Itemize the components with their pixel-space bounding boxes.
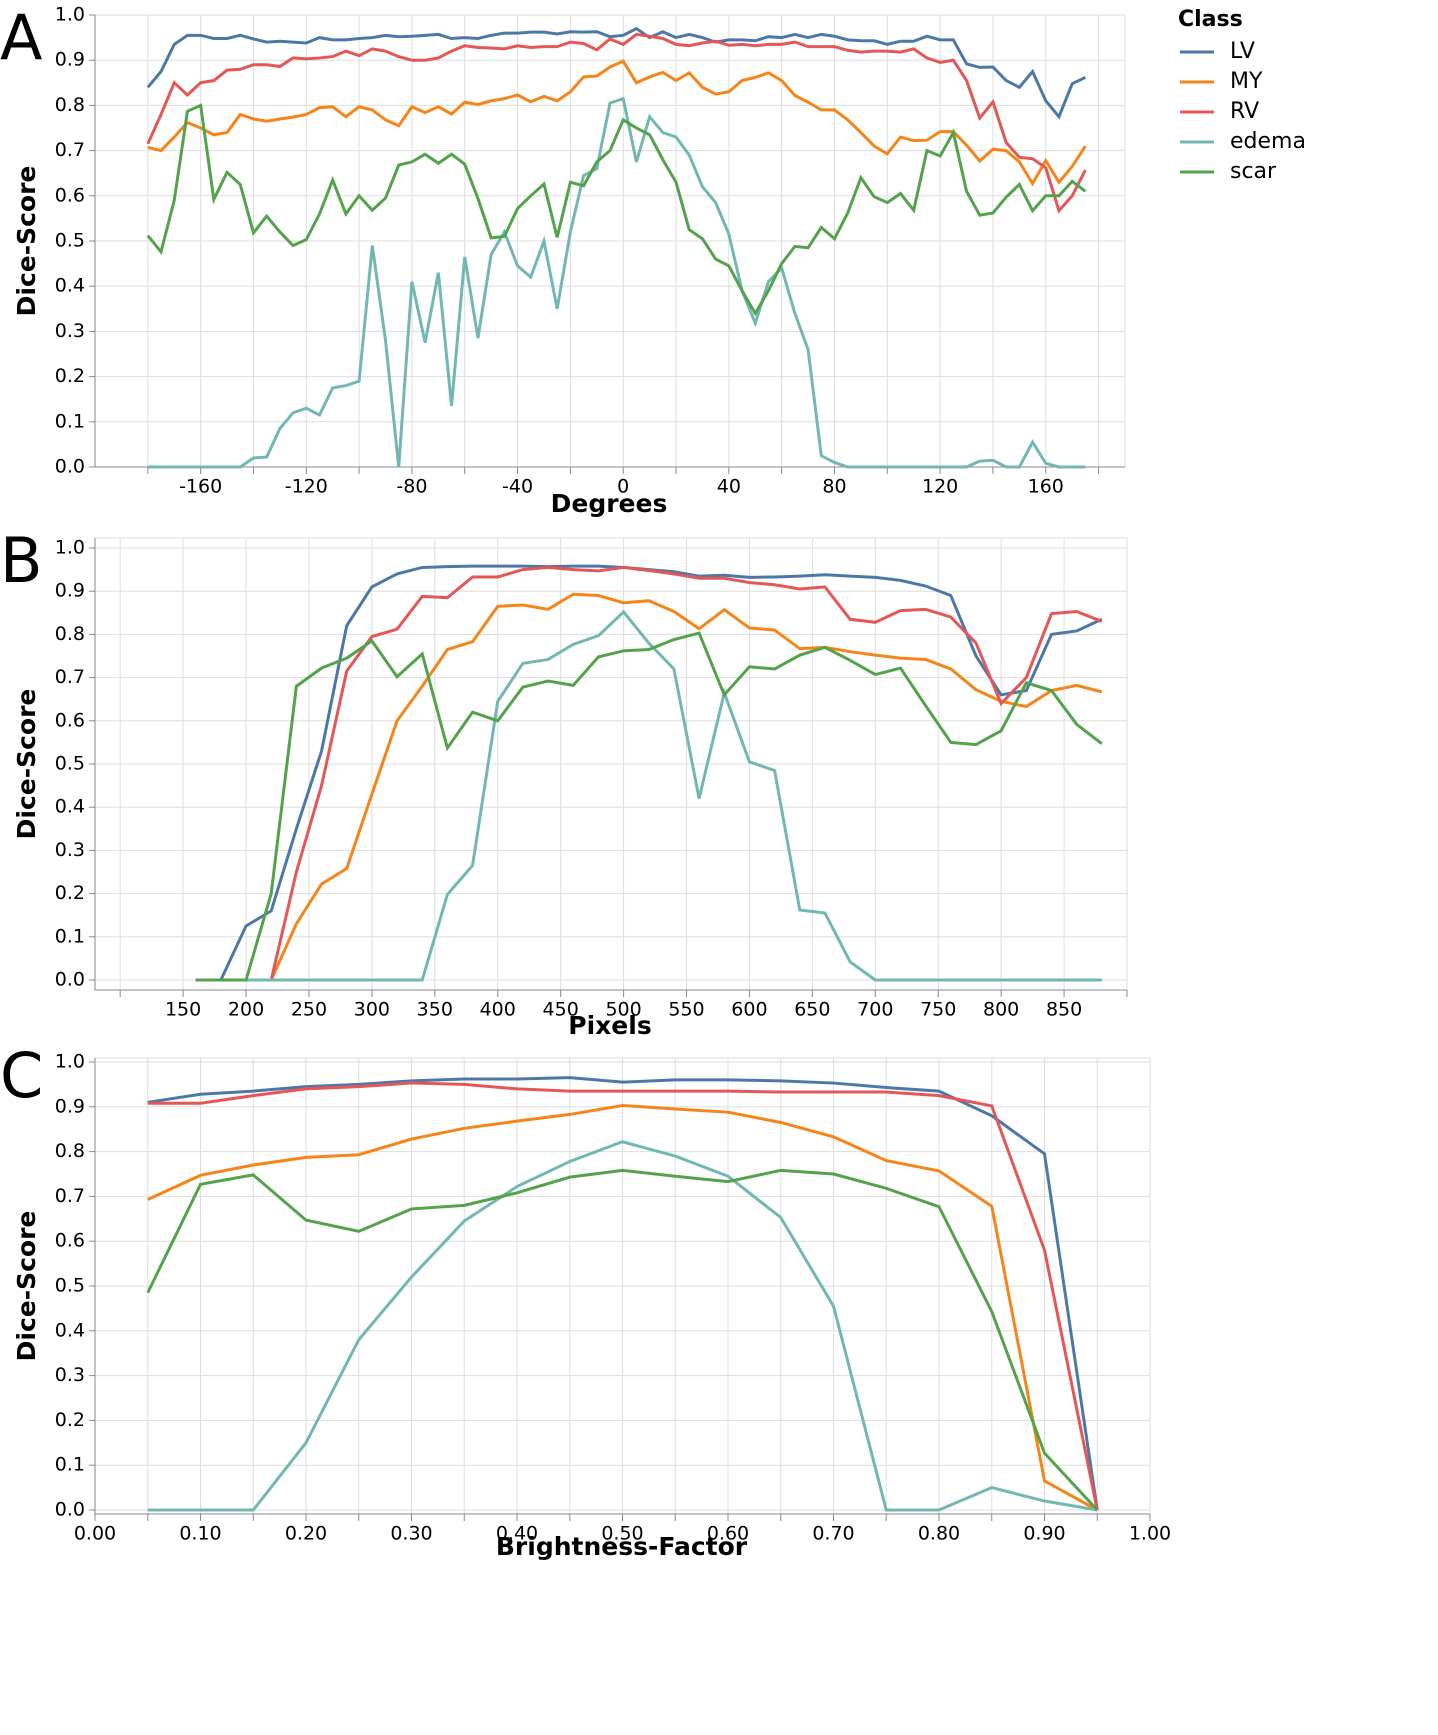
x-tick-label: 650 xyxy=(794,999,830,1021)
series-line xyxy=(195,564,1103,982)
y-tick-label: 0.0 xyxy=(55,1499,85,1521)
y-tick-label: 0.9 xyxy=(55,1095,85,1117)
legend-label: RV xyxy=(1230,99,1259,124)
x-tick-label: 500 xyxy=(605,999,641,1021)
y-tick-label: 1.0 xyxy=(55,1051,85,1073)
x-tick-label: 160 xyxy=(1028,476,1064,498)
y-tick-label: 0.7 xyxy=(55,1185,85,1207)
series-line xyxy=(147,1081,1099,1511)
series-line xyxy=(147,1076,1099,1511)
x-tick-label: -80 xyxy=(396,476,427,498)
y-tick-label: 0.0 xyxy=(55,456,85,478)
legend-label: LV xyxy=(1230,39,1255,64)
y-tick-label: 0.4 xyxy=(55,796,85,818)
x-tick-label: 250 xyxy=(291,999,327,1021)
x-tick-label: 200 xyxy=(228,999,264,1021)
x-tick-label: 350 xyxy=(417,999,453,1021)
x-tick-label: 0.80 xyxy=(918,1523,960,1545)
x-tick-label: 0.30 xyxy=(390,1523,432,1545)
x-tick-label: 0.50 xyxy=(601,1523,643,1545)
x-tick-label: 120 xyxy=(922,476,958,498)
y-tick-label: 0.6 xyxy=(55,1230,85,1252)
x-axis-title: Brightness-Factor xyxy=(496,1532,748,1561)
x-tick-label: 1.00 xyxy=(1129,1523,1171,1545)
series-line xyxy=(147,59,1087,187)
y-tick-label: 0.1 xyxy=(55,1454,85,1476)
series-line xyxy=(195,592,1103,982)
y-tick-label: 0.9 xyxy=(55,49,85,71)
series-line xyxy=(195,609,1102,982)
y-tick-label: 0.8 xyxy=(55,1140,85,1162)
y-tick-label: 0.6 xyxy=(55,709,85,731)
x-tick-label: -40 xyxy=(502,476,533,498)
y-tick-label: 0.0 xyxy=(55,969,85,991)
series-line xyxy=(146,1168,1099,1512)
x-axis-title: Degrees xyxy=(551,489,668,518)
x-tick-label: 0.10 xyxy=(179,1523,221,1545)
x-tick-label: 750 xyxy=(920,999,956,1021)
y-tick-label: 0.1 xyxy=(55,925,85,947)
x-tick-label: 450 xyxy=(543,999,579,1021)
y-tick-label: 0.2 xyxy=(55,365,85,387)
y-tick-label: 0.7 xyxy=(55,139,85,161)
y-tick-label: 0.2 xyxy=(55,1409,85,1431)
x-tick-label: 0.20 xyxy=(285,1523,327,1545)
series-line xyxy=(147,1103,1098,1512)
y-tick-label: 0.6 xyxy=(55,184,85,206)
series-line xyxy=(195,631,1103,982)
x-tick-label: 150 xyxy=(165,999,201,1021)
y-tick-label: 0.4 xyxy=(55,1319,85,1341)
y-tick-label: 0.3 xyxy=(55,839,85,861)
x-tick-label: 80 xyxy=(822,476,846,498)
x-tick-label: 0.70 xyxy=(812,1523,854,1545)
x-tick-label: 0.40 xyxy=(496,1523,538,1545)
x-tick-label: 0 xyxy=(617,476,629,498)
y-tick-label: 1.0 xyxy=(55,4,85,26)
y-tick-label: 0.8 xyxy=(55,623,85,645)
y-tick-label: 1.0 xyxy=(55,537,85,559)
legend-label: MY xyxy=(1230,69,1263,94)
y-tick-label: 0.3 xyxy=(55,320,85,342)
series-line xyxy=(146,32,1087,214)
panel-label: B xyxy=(0,524,43,597)
y-tick-label: 0.5 xyxy=(55,1275,85,1297)
x-tick-label: 800 xyxy=(983,999,1019,1021)
x-tick-label: -160 xyxy=(179,476,222,498)
y-tick-label: 0.4 xyxy=(55,275,85,297)
x-tick-label: 0.90 xyxy=(1023,1523,1065,1545)
y-tick-label: 0.5 xyxy=(55,753,85,775)
series-line xyxy=(147,1140,1098,1512)
panel-label: A xyxy=(0,1,42,74)
series-line xyxy=(147,96,1086,469)
legend-label: edema xyxy=(1230,129,1306,154)
y-tick-label: 0.2 xyxy=(55,882,85,904)
y-axis-title: Dice-Score xyxy=(12,689,41,840)
x-tick-label: 40 xyxy=(717,476,741,498)
y-tick-label: 0.5 xyxy=(55,230,85,252)
x-tick-label: 400 xyxy=(480,999,516,1021)
x-tick-label: 550 xyxy=(668,999,704,1021)
y-tick-label: 0.8 xyxy=(55,94,85,116)
y-axis-title: Dice-Score xyxy=(12,1211,41,1362)
y-tick-label: 0.9 xyxy=(55,580,85,602)
y-tick-label: 0.3 xyxy=(55,1364,85,1386)
x-tick-label: 700 xyxy=(857,999,893,1021)
series-line xyxy=(146,103,1087,317)
legend-title: Class xyxy=(1178,7,1243,32)
legend-label: scar xyxy=(1230,159,1277,184)
x-tick-label: 300 xyxy=(354,999,390,1021)
x-tick-label: 0.60 xyxy=(707,1523,749,1545)
x-tick-label: 850 xyxy=(1046,999,1082,1021)
x-tick-label: 600 xyxy=(731,999,767,1021)
series-line xyxy=(146,26,1087,120)
panel-label: C xyxy=(0,1039,43,1112)
x-tick-label: -120 xyxy=(285,476,328,498)
y-tick-label: 0.7 xyxy=(55,666,85,688)
x-axis-title: Pixels xyxy=(568,1011,651,1040)
y-axis-title: Dice-Score xyxy=(12,166,41,317)
y-tick-label: 0.1 xyxy=(55,410,85,432)
series-line xyxy=(195,565,1103,982)
x-tick-label: 0.00 xyxy=(74,1523,116,1545)
